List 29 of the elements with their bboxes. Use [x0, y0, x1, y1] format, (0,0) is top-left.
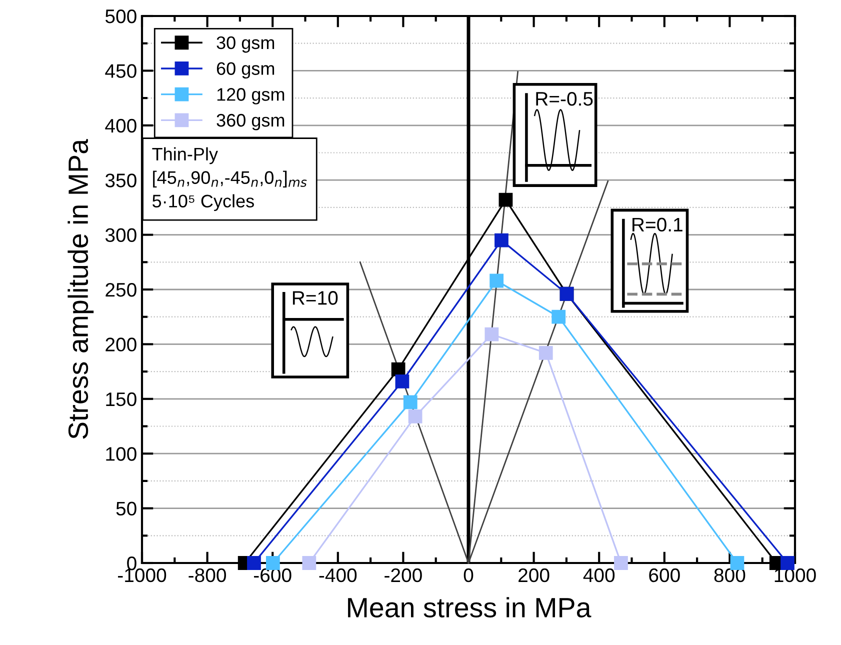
y-axis-title: Stress amplitude in MPa [68, 138, 94, 439]
y-tick-label: 0 [127, 556, 136, 570]
x-tick-label: 200 [518, 568, 550, 582]
text: Thin-Ply [45$_{n}$,90$_{n}$,-45$_{n}$,0$_{n}$]$_{ms}$ 5·10⁵ Cycles [152, 147, 307, 212]
x-tick-label: 0 [464, 568, 474, 582]
x-axis-title: Mean stress in MPa [348, 597, 592, 618]
y-tick-label: 300 [105, 228, 136, 242]
y-tick-label: 50 [116, 502, 136, 516]
annotation: R=0.1 [632, 218, 682, 232]
y-tick-label: 100 [106, 447, 136, 461]
y-tick-label: 350 [105, 174, 136, 188]
x-tick-label: -400 [319, 568, 357, 582]
legend-label: 30 gsm [216, 36, 274, 53]
x-tick-label: -800 [188, 568, 226, 582]
y-tick-label: 200 [106, 338, 136, 352]
legend-label: 360 gsm [216, 114, 284, 130]
y-tick-label: 450 [105, 64, 136, 78]
legend-label: 120 gsm [217, 88, 284, 104]
y-tick-label: 150 [106, 392, 136, 406]
annotation: R=10 [292, 291, 338, 305]
y-tick-label: 500 [105, 9, 136, 24]
x-tick-label: 400 [583, 568, 615, 582]
x-tick-label: 600 [649, 568, 680, 582]
y-tick-label: 250 [106, 282, 136, 297]
x-tick-label: -200 [384, 568, 422, 582]
legend-label: 60 gsm [216, 62, 274, 79]
y-tick-label: 400 [105, 118, 136, 133]
x-tick-label: -1000 [118, 568, 166, 582]
annotation: R=-0.5 [536, 92, 593, 106]
